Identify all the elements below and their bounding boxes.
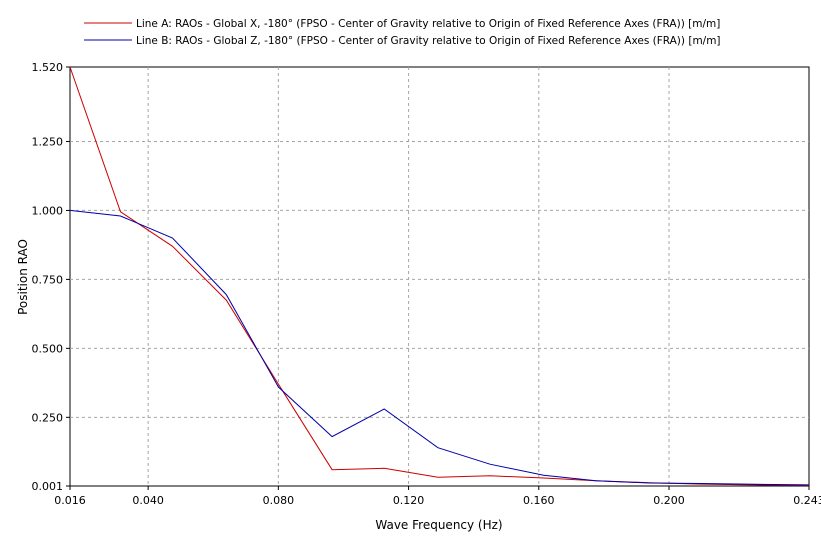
legend-label-a: Line A: RAOs - Global X, -180° (FPSO - C… [136, 18, 720, 30]
legend: Line A: RAOs - Global X, -180° (FPSO - C… [84, 18, 721, 47]
x-tick-label: 0.040 [132, 494, 164, 507]
y-axis-label: Position RAO [16, 239, 30, 315]
x-tick-label: 0.120 [393, 494, 425, 507]
series-line-b [69, 209, 810, 486]
x-tick-label: 0.160 [523, 494, 555, 507]
series-layer [69, 66, 810, 486]
plot-area [69, 66, 810, 487]
y-tick-label: 1.250 [32, 135, 64, 148]
y-tick-label: 1.520 [32, 61, 64, 74]
y-tick-label: 0.250 [32, 411, 64, 424]
y-axis-ticks: 0.001 0.250 0.500 0.750 1.000 1.250 1.520 [32, 61, 70, 493]
legend-label-b: Line B: RAOs - Global Z, -180° (FPSO - C… [136, 35, 721, 47]
x-tick-label: 0.080 [263, 494, 295, 507]
y-tick-label: 0.500 [32, 342, 64, 355]
x-axis-label: Wave Frequency (Hz) [375, 518, 502, 532]
x-tick-label: 0.200 [653, 494, 685, 507]
x-tick-label: 0.016 [54, 494, 86, 507]
y-tick-label: 0.750 [32, 273, 64, 286]
x-axis-ticks: 0.016 0.040 0.080 0.120 0.160 0.200 0.243 [54, 486, 821, 507]
y-tick-label: 1.000 [32, 204, 64, 217]
x-tick-label: 0.243 [793, 494, 821, 507]
grid [70, 67, 809, 486]
y-tick-label: 0.001 [32, 480, 64, 493]
